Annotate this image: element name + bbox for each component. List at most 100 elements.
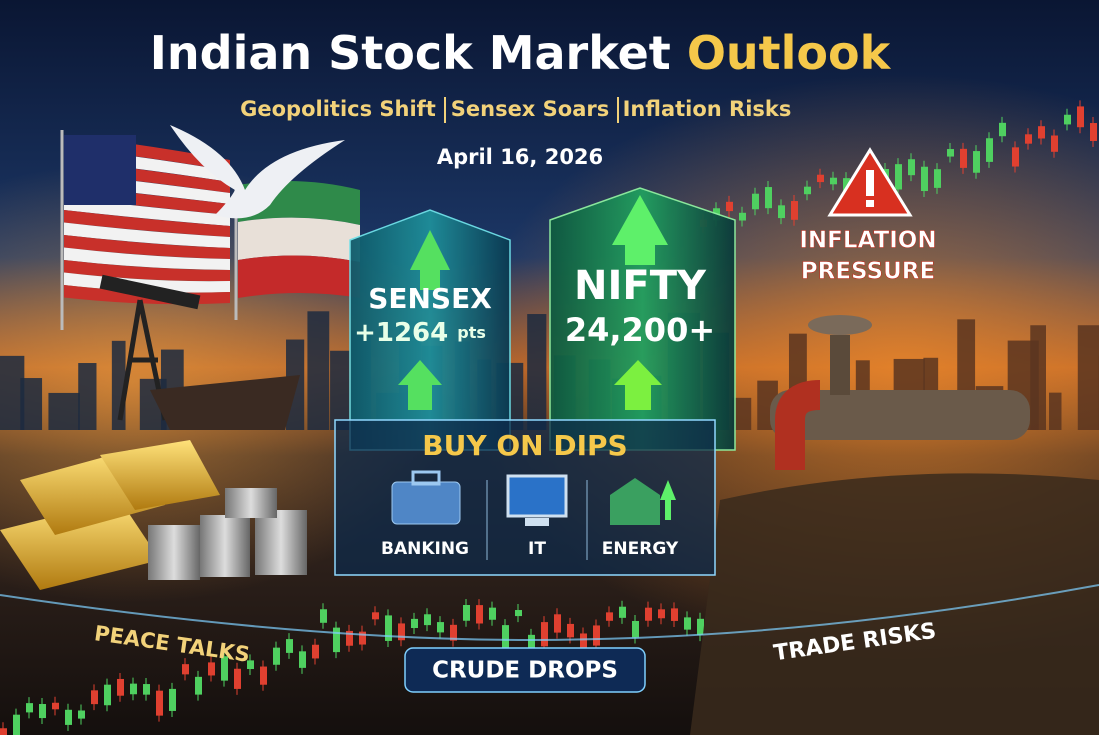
monitor-stand [525, 518, 549, 526]
candle-body [567, 623, 574, 638]
candle-body [130, 683, 137, 695]
candle-body [554, 614, 561, 633]
stripe [64, 247, 230, 270]
flag-white [238, 217, 360, 262]
nifty-tower: NIFTY 24,200+ [549, 187, 736, 451]
up-arrow [410, 230, 450, 290]
dove [170, 125, 345, 219]
candle-body [817, 174, 824, 183]
candle-body [606, 612, 613, 621]
candle-body [684, 617, 691, 630]
candle-body [359, 631, 366, 645]
dove-body [170, 125, 345, 219]
candle-body [1064, 114, 1071, 125]
candle-body [752, 193, 759, 210]
candle-body [804, 186, 811, 195]
candle-body [78, 710, 85, 719]
gold-bar [0, 500, 160, 590]
candle-body [143, 684, 150, 695]
building [527, 314, 547, 430]
rig-beam [99, 274, 201, 310]
candle-body [515, 610, 522, 617]
coin-stack [200, 515, 250, 577]
candle-body [424, 614, 431, 626]
candle-body [195, 676, 202, 695]
valve-wheel [808, 315, 872, 335]
index-name: SENSEX [368, 282, 492, 315]
stripe [64, 210, 230, 237]
candle-body [830, 177, 837, 185]
candle-body [182, 664, 189, 675]
ship [150, 375, 300, 430]
subtitle-item: Inflation Risks [623, 97, 792, 121]
flag-canton [64, 135, 136, 205]
candle-body [658, 609, 665, 619]
candle-body [333, 627, 340, 653]
up-arrow [612, 195, 668, 265]
oil-rig [99, 274, 300, 430]
candle-body [476, 605, 483, 624]
candlesticks [0, 100, 1097, 735]
candle-body [247, 660, 254, 670]
candle-body [346, 630, 353, 646]
title-highlight: Outlook [687, 26, 892, 80]
candle-body [843, 178, 850, 192]
house-icon [610, 478, 660, 525]
sensex-tower: SENSEX +1264 pts [349, 209, 511, 451]
subtitle-item: Sensex Soars [451, 97, 610, 121]
index-value: +1264 [354, 318, 448, 348]
candle-body [91, 690, 98, 705]
building [307, 311, 330, 430]
candle-body [791, 201, 798, 220]
coin-stack [255, 510, 307, 575]
candle-body [895, 164, 902, 190]
candle-body [999, 122, 1006, 137]
panel-title: BUY ON DIPS [422, 429, 627, 462]
coin-stack [148, 525, 200, 580]
pipeline [770, 315, 1030, 470]
index-unit: pts [457, 323, 486, 342]
candle-body [1012, 147, 1019, 167]
building [0, 355, 25, 430]
candle-body [632, 620, 639, 638]
coins [148, 488, 307, 580]
inflation-alert: INFLATION PRESSURE [799, 147, 937, 285]
candle-body [234, 668, 241, 689]
index-value: 24,200+ [565, 311, 715, 349]
warning-mark [866, 170, 874, 196]
pipe [770, 390, 1030, 440]
briefcase-icon [391, 481, 461, 525]
candle-body [52, 702, 59, 710]
building [732, 397, 752, 430]
alert-text: INFLATION [799, 228, 936, 254]
theme-pill [404, 647, 646, 693]
building [1077, 325, 1099, 430]
candle-body [921, 166, 928, 192]
candle-body [104, 684, 111, 706]
stripe [64, 222, 230, 248]
candle-body [528, 634, 535, 658]
stripe [64, 235, 230, 259]
recommendation-panel: BUY ON DIPS BANKING IT ENERGY [334, 419, 716, 576]
valve-stem [830, 335, 850, 395]
sector-label: IT [528, 539, 546, 559]
candle-body [1038, 126, 1045, 139]
candle-body [671, 608, 678, 621]
candle-body [986, 138, 993, 162]
up-arrow [398, 360, 442, 410]
candle-body [260, 666, 267, 685]
building [78, 363, 97, 430]
candle-body [117, 678, 124, 696]
flag-red [238, 255, 360, 298]
candle-body [156, 690, 163, 716]
title: Indian Stock Market Outlook [150, 26, 892, 80]
candle-body [13, 714, 20, 735]
gold-bar [100, 440, 220, 510]
candle-body [312, 644, 319, 659]
candle-body [208, 662, 215, 676]
gold-bars [0, 440, 220, 590]
building [1049, 392, 1062, 430]
date: April 16, 2026 [437, 145, 603, 169]
candle-body [0, 728, 7, 735]
